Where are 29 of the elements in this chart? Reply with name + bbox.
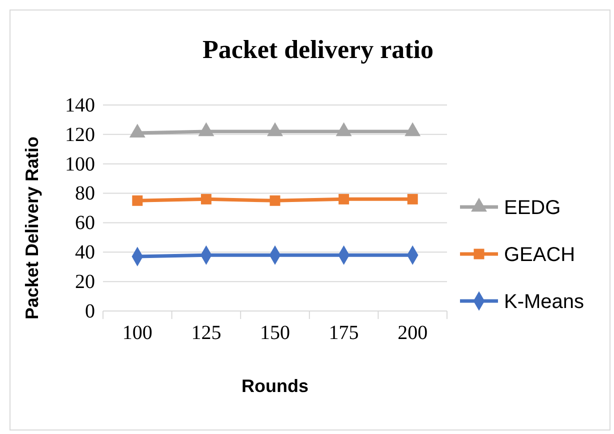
y-tick-label: 120 (65, 124, 95, 146)
point (270, 195, 280, 206)
chart-title: Packet delivery ratio (202, 35, 434, 64)
x-axis-title: Rounds (242, 376, 308, 396)
x-tick-label: 100 (122, 322, 152, 344)
point (267, 122, 283, 136)
y-tick-label: 80 (75, 182, 95, 205)
point (129, 124, 146, 138)
y-tick-label: 140 (65, 94, 95, 116)
y-tick-label: 0 (85, 300, 95, 322)
point (338, 194, 350, 204)
x-tick-label: 200 (398, 322, 428, 344)
x-tick-label: 150 (260, 322, 290, 344)
point (407, 194, 418, 204)
point (200, 194, 212, 204)
y-axis-title: Packet Delivery Ratio (22, 136, 42, 320)
y-tick-label: 100 (65, 153, 95, 176)
y-tick-label: 20 (75, 270, 95, 293)
point (198, 122, 214, 136)
point (132, 195, 143, 206)
x-tick-label: 175 (328, 322, 359, 344)
point (336, 122, 352, 136)
legend-label: GEACH (504, 244, 576, 266)
legend-label: EEDG (504, 197, 561, 219)
y-tick-label: 40 (75, 242, 95, 264)
y-tick-label: 60 (75, 212, 95, 234)
point (404, 122, 421, 136)
x-tick-label: 125 (191, 322, 222, 344)
legend-label: K-Means (504, 291, 584, 313)
